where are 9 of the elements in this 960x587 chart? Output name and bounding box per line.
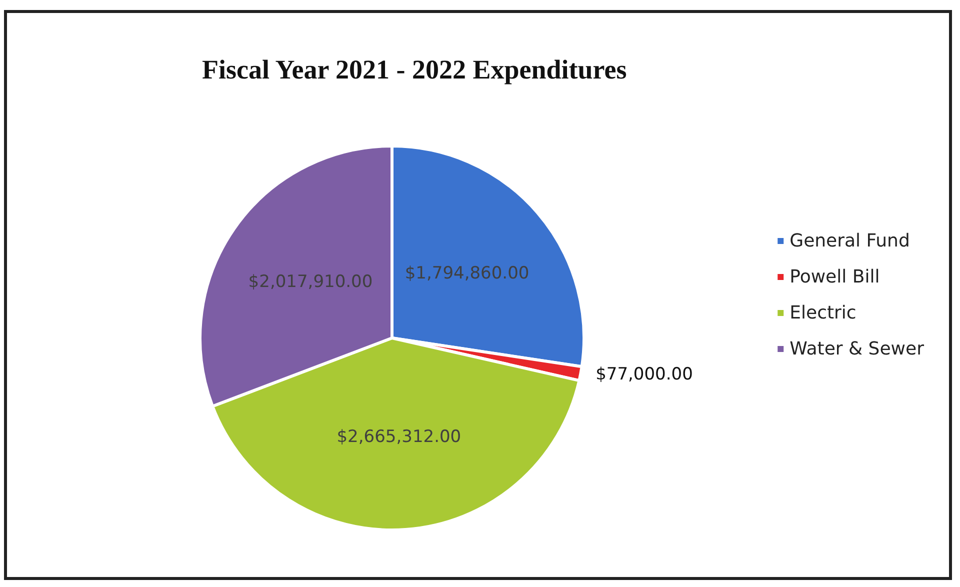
legend-label: Powell Bill xyxy=(790,266,880,288)
legend-label: Water & Sewer xyxy=(790,338,925,360)
data-label: $77,000.00 xyxy=(596,364,693,385)
chart-title: Fiscal Year 2021 - 2022 Expenditures xyxy=(202,54,627,84)
legend-label: General Fund xyxy=(790,230,910,252)
data-label: $1,794,860.00 xyxy=(404,263,530,284)
data-label: $2,665,312.00 xyxy=(336,426,462,447)
legend-label: Electric xyxy=(790,302,856,324)
data-label: $2,017,910.00 xyxy=(248,272,373,292)
